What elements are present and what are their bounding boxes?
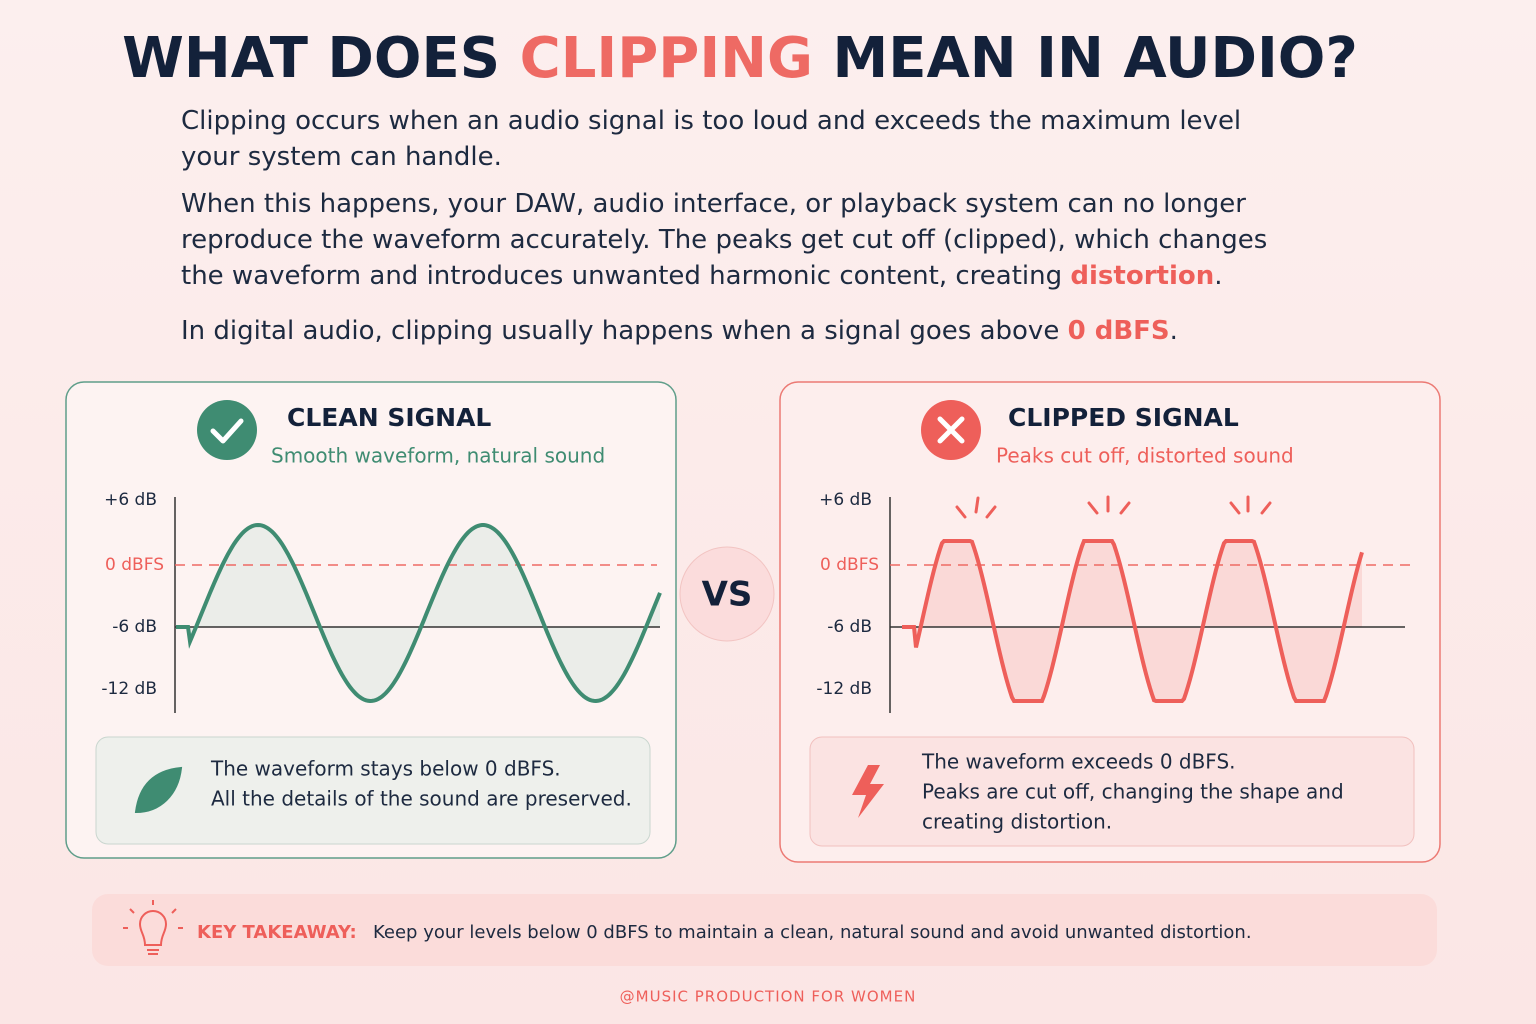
axis-label: 0 dBFS	[105, 555, 164, 575]
intro-text: the waveform and introduces unwanted har…	[181, 261, 1070, 291]
intro-line: reproduce the waveform accurately. The p…	[181, 225, 1267, 255]
takeaway-text: Keep your levels below 0 dBFS to maintai…	[373, 922, 1252, 943]
intro-text: reproduce the waveform accurately. The p…	[181, 225, 1267, 255]
axis-label: -12 dB	[816, 679, 872, 699]
intro-text: In digital audio, clipping usually happe…	[181, 316, 1068, 346]
note-text: The waveform stays below 0 dBFS.	[210, 757, 561, 781]
burst-marks	[955, 495, 1272, 519]
intro-text: When this happens, your DAW, audio inter…	[181, 189, 1246, 219]
clipped-wave	[902, 539, 1364, 703]
title-text: WHAT DOES	[122, 26, 520, 91]
panel-title: CLEAN SIGNAL	[287, 403, 491, 432]
note-text: Peaks are cut off, changing the shape an…	[922, 780, 1344, 804]
bulb-icon	[123, 900, 183, 955]
leaf-icon	[134, 766, 183, 814]
title-highlight: CLIPPING	[520, 26, 813, 91]
note-box	[809, 736, 1415, 847]
intro: Clipping occurs when an audio signal is …	[181, 106, 1267, 346]
takeaway-bar	[92, 894, 1437, 966]
intro-line: your system can handle.	[181, 142, 502, 172]
axis-label: 0 dBFS	[820, 555, 879, 575]
axis-label: +6 dB	[104, 490, 157, 510]
note-text: creating distortion.	[922, 810, 1112, 834]
title: WHAT DOES CLIPPING MEAN IN AUDIO?	[122, 26, 1358, 91]
vs-text: VS	[702, 575, 753, 615]
intro-highlight: 0 dBFS	[1068, 316, 1170, 346]
axis-label: -6 dB	[112, 617, 157, 637]
intro-line: Clipping occurs when an audio signal is …	[181, 106, 1241, 136]
check-icon	[197, 400, 257, 460]
note-text: The waveform exceeds 0 dBFS.	[921, 750, 1236, 774]
intro-text: Clipping occurs when an audio signal is …	[181, 106, 1241, 136]
intro-line: the waveform and introduces unwanted har…	[181, 261, 1223, 291]
intro-text: .	[1214, 261, 1222, 291]
intro-line: In digital audio, clipping usually happe…	[181, 316, 1178, 346]
vs-badge	[679, 546, 775, 642]
intro-text: your system can handle.	[181, 142, 502, 172]
x-mark	[937, 416, 965, 444]
wave-fill	[176, 525, 660, 701]
axis-label: -6 dB	[827, 617, 872, 637]
axis-label: +6 dB	[819, 490, 872, 510]
intro-highlight: distortion	[1070, 261, 1214, 291]
axis-label: -12 dB	[101, 679, 157, 699]
check-mark	[210, 418, 244, 444]
intro-text: .	[1170, 316, 1178, 346]
takeaway-label: KEY TAKEAWAY:	[197, 922, 357, 943]
panel-subtitle: Smooth waveform, natural sound	[271, 444, 605, 468]
note-text: All the details of the sound are preserv…	[211, 787, 632, 811]
panel-subtitle: Peaks cut off, distorted sound	[996, 444, 1294, 468]
intro-line: When this happens, your DAW, audio inter…	[181, 189, 1246, 219]
note-box	[95, 736, 651, 845]
panel-title: CLIPPED SIGNAL	[1008, 403, 1239, 432]
lightning-icon	[852, 765, 884, 818]
clean-wave	[176, 522, 662, 704]
title-text: MEAN IN AUDIO?	[813, 26, 1358, 91]
footer: @MUSIC PRODUCTION FOR WOMEN	[620, 988, 917, 1006]
